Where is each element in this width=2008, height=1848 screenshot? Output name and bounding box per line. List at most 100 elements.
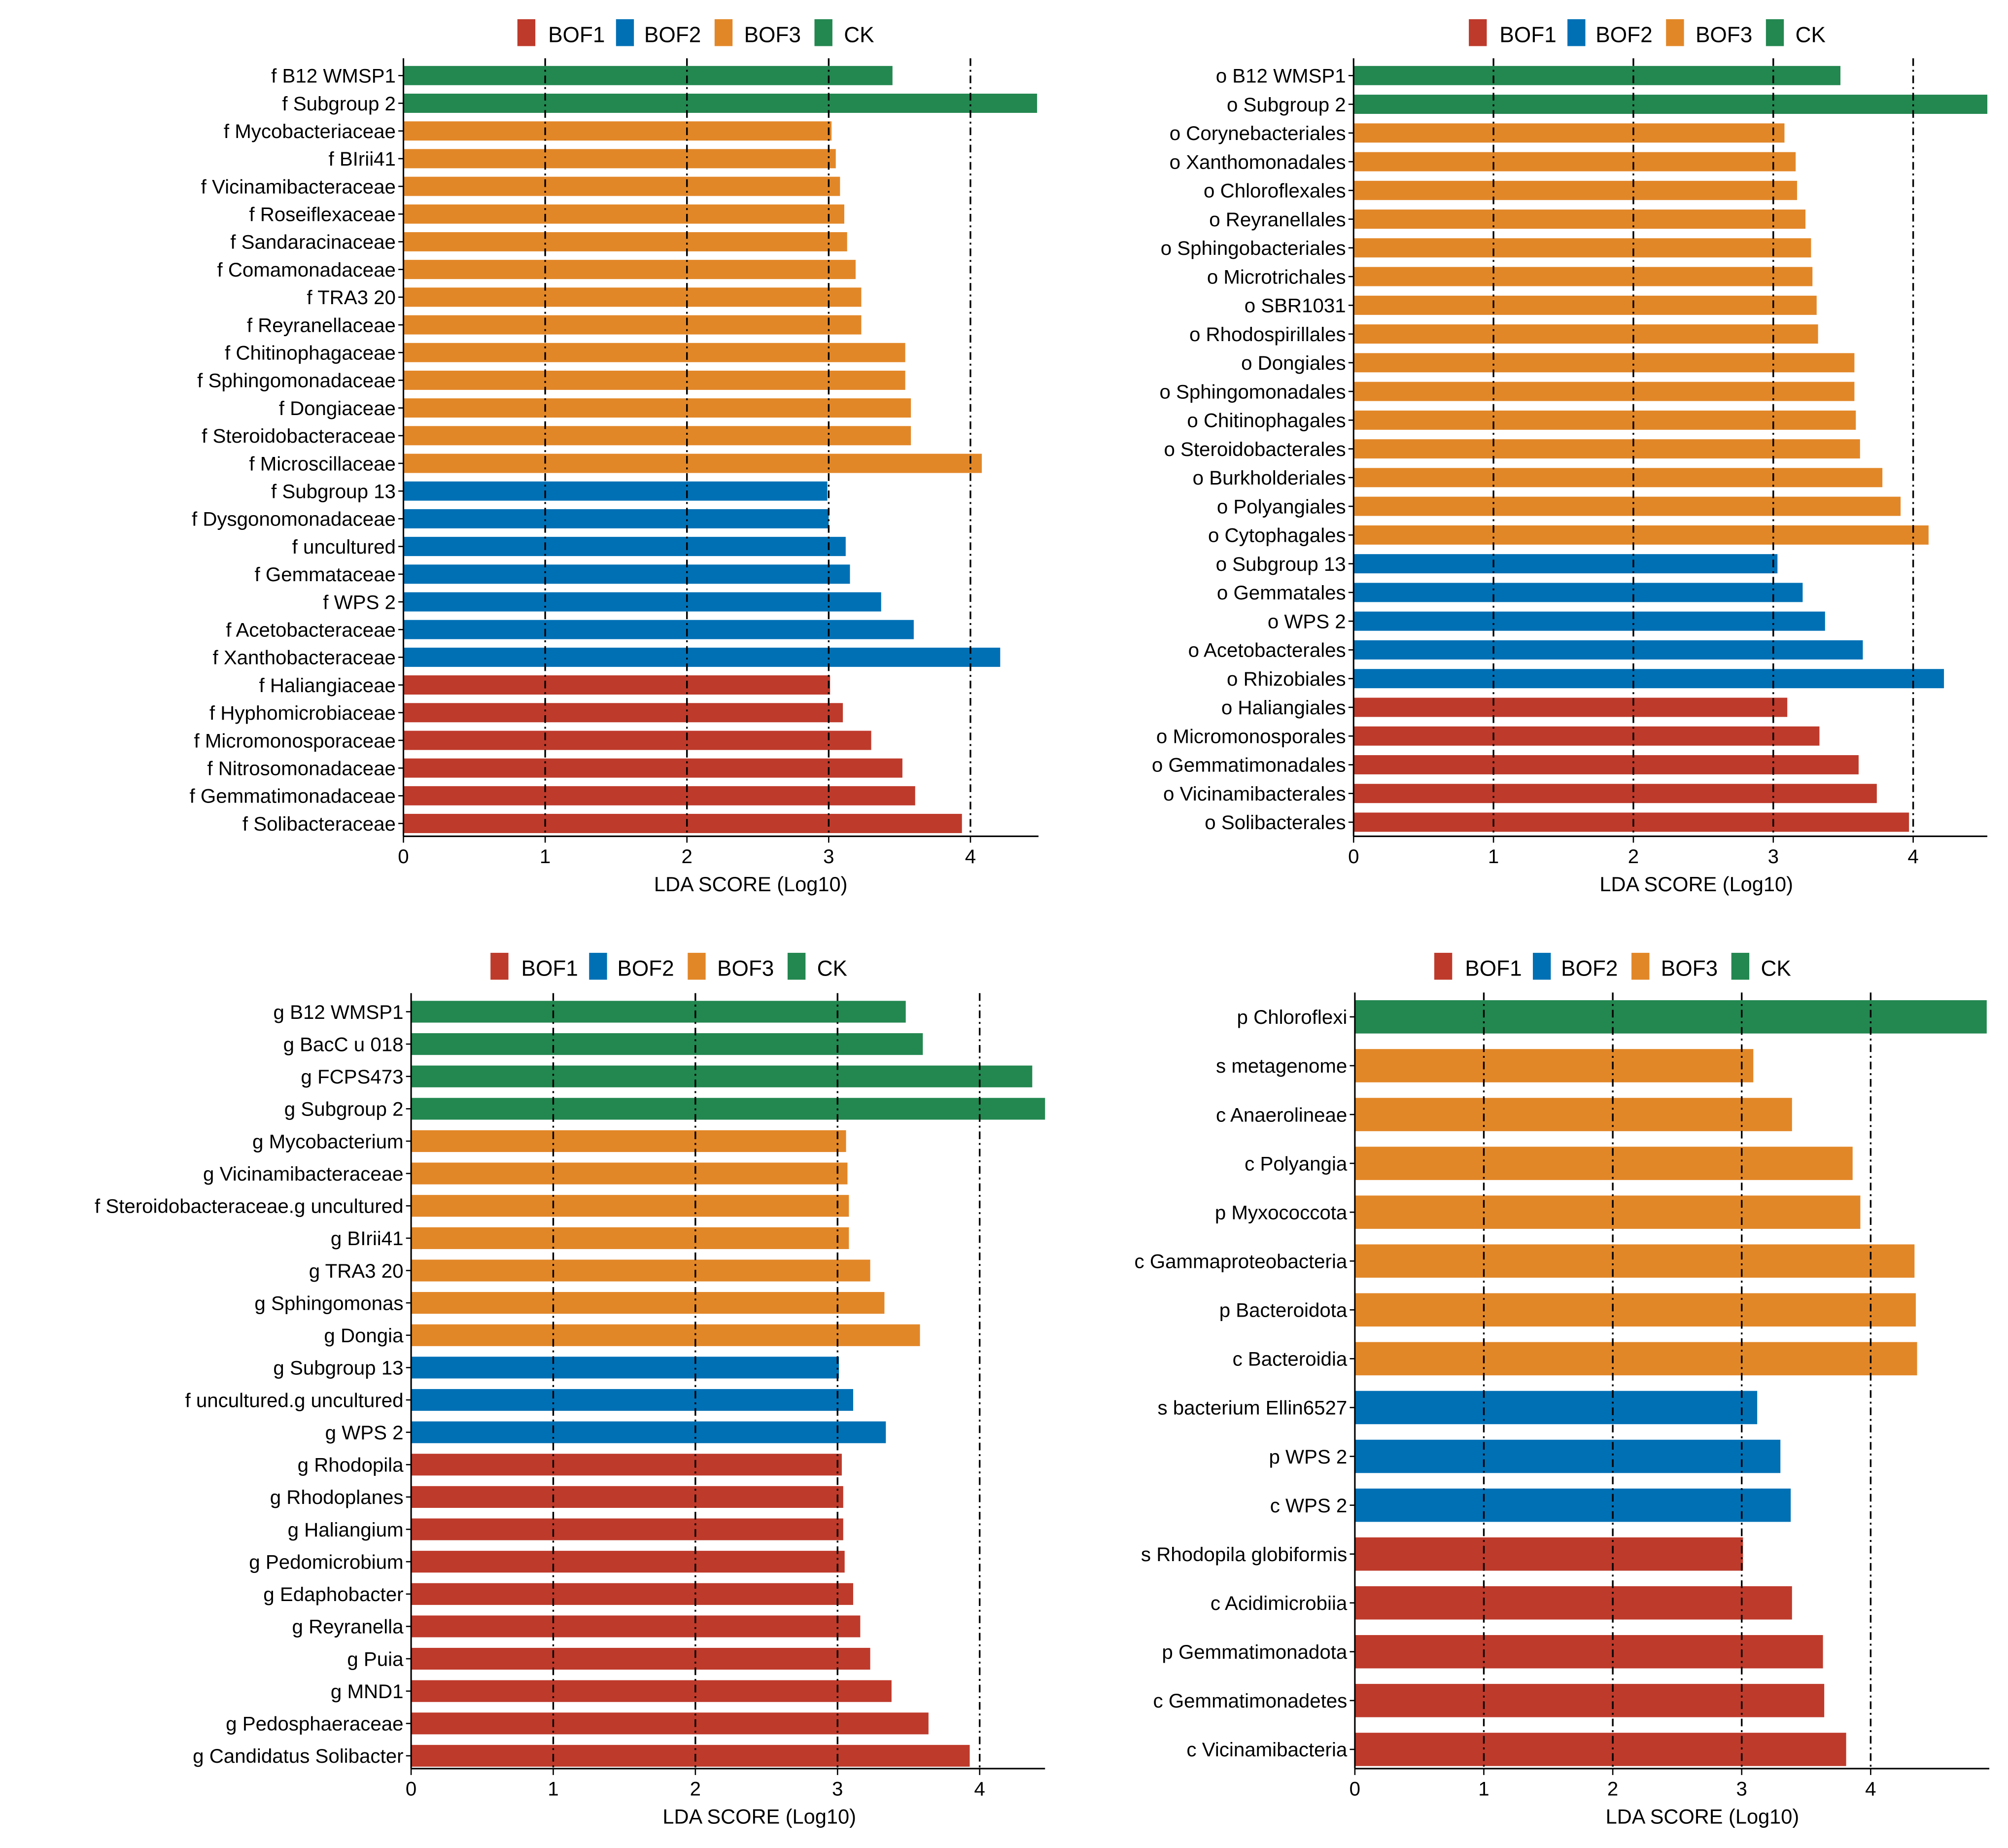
category-label: o Gemmatales — [1217, 582, 1346, 604]
category-label: o Xanthomonadales — [1170, 151, 1346, 173]
legend: BOF1 BOF2 BOF3 CK — [1434, 952, 1791, 981]
category-label: f Hyphomicrobiaceae — [209, 702, 396, 724]
category-label: o Haliangiales — [1221, 697, 1346, 719]
bar — [403, 509, 829, 528]
category-label: g Vicinamibacteraceae — [203, 1163, 403, 1185]
bar — [403, 66, 893, 85]
category-label: f Vicinamibacteraceae — [201, 175, 396, 198]
legend-label-bof3: BOF3 — [717, 957, 774, 981]
bar — [1353, 410, 1856, 430]
bar — [411, 1680, 892, 1702]
bar — [411, 1227, 849, 1249]
bar — [411, 1259, 870, 1282]
bar — [1353, 180, 1798, 200]
category-label: f Steroidobacteraceae — [202, 425, 396, 447]
bar — [411, 1162, 848, 1185]
bar — [1353, 726, 1820, 746]
bar — [411, 1033, 923, 1055]
bar — [1354, 1049, 1754, 1082]
legend: BOF1 BOF2 BOF3 CK — [490, 952, 847, 981]
bar — [403, 814, 962, 834]
bar — [1354, 1342, 1917, 1376]
category-label: s Rhodopila globiformis — [1141, 1543, 1347, 1566]
bar — [1354, 1000, 1987, 1034]
x-tick-label: 3 — [1736, 1778, 1747, 1800]
category-label: g FCPS473 — [301, 1066, 403, 1088]
bar — [403, 398, 911, 418]
bar — [411, 1518, 843, 1540]
bar — [1353, 583, 1803, 602]
category-label: f Solibacteraceae — [242, 813, 396, 835]
bar — [411, 1615, 861, 1638]
bar — [1353, 611, 1825, 631]
bar — [411, 1744, 970, 1767]
category-label: o Sphingomonadales — [1159, 381, 1346, 403]
bar — [403, 537, 846, 557]
category-label: f Mycobacteriaceae — [224, 120, 396, 142]
category-label: s metagenome — [1216, 1055, 1347, 1077]
legend-swatch-bof2 — [1567, 19, 1586, 46]
category-label: f Reyranellaceae — [247, 314, 396, 336]
category-label: g Haliangium — [288, 1519, 404, 1541]
bar — [1353, 66, 1841, 85]
bar — [1353, 784, 1877, 803]
category-label: g Rhodoplanes — [270, 1486, 404, 1508]
category-label: f Subgroup 13 — [271, 481, 396, 503]
x-tick-label: 4 — [1865, 1778, 1876, 1800]
x-tick-label: 3 — [823, 845, 834, 868]
x-tick-label: 4 — [1907, 845, 1918, 868]
bar — [411, 1065, 1033, 1087]
legend-swatch-ck — [1766, 19, 1784, 46]
bar — [403, 93, 1038, 113]
legend-swatch-bof3 — [1666, 19, 1684, 46]
bar — [1353, 439, 1860, 459]
legend-swatch-bof1 — [1434, 952, 1453, 980]
category-label: f WPS 2 — [323, 591, 396, 613]
bar — [1354, 1733, 1846, 1766]
category-label: f Chitinophagaceae — [225, 342, 396, 364]
category-label: o WPS 2 — [1268, 610, 1346, 632]
category-label: p Chloroflexi — [1237, 1006, 1348, 1028]
x-tick-label: 2 — [1628, 845, 1639, 868]
bar — [1353, 324, 1818, 344]
x-tick-label: 0 — [406, 1778, 416, 1800]
bar — [1354, 1684, 1825, 1717]
category-label: c WPS 2 — [1270, 1495, 1348, 1517]
category-label: f Acetobacteraceae — [226, 619, 396, 641]
category-label: o Solibacterales — [1205, 811, 1346, 834]
category-label: g WPS 2 — [325, 1422, 404, 1444]
category-label: f Sphingomonadaceae — [197, 370, 396, 392]
category-label: g Pedosphaeraceae — [226, 1713, 403, 1735]
category-label: g Dongia — [324, 1325, 404, 1347]
x-axis-title: LDA SCORE (Log10) — [662, 1805, 856, 1828]
category-label: f Gemmataceae — [255, 563, 396, 586]
bar — [403, 647, 1001, 667]
bar — [403, 343, 905, 362]
legend-label-ck: CK — [1796, 23, 1826, 47]
bar — [403, 453, 982, 473]
bar — [1353, 496, 1901, 516]
x-axis-title: LDA SCORE (Log10) — [1606, 1805, 1800, 1828]
category-label: o Rhodospirillales — [1189, 323, 1346, 346]
category-label: c Polyangia — [1245, 1152, 1348, 1175]
bar — [1354, 1586, 1792, 1620]
bar — [403, 204, 844, 224]
legend-swatch-bof1 — [517, 19, 536, 46]
bar — [411, 1712, 929, 1735]
x-tick-label: 0 — [1348, 845, 1359, 868]
bar — [411, 1001, 906, 1023]
legend-swatch-bof1 — [490, 952, 509, 980]
category-label: g Mycobacterium — [252, 1130, 403, 1152]
category-label: g Edaphobacter — [263, 1583, 403, 1605]
bar — [1353, 640, 1863, 660]
legend-label-ck: CK — [844, 23, 874, 47]
x-axis-title: LDA SCORE (Log10) — [654, 872, 848, 896]
bar — [411, 1583, 853, 1605]
legend-label-bof1: BOF1 — [1499, 23, 1556, 47]
bar — [1353, 669, 1944, 689]
category-label: f Sandaracinaceae — [230, 231, 396, 253]
category-label: o Subgroup 2 — [1227, 94, 1346, 116]
chart-panel-1: BOF1 BOF2 BOF3 CK f B12 WMSP1 f Subgroup 2 f M… — [190, 19, 1039, 896]
legend-label-bof1: BOF1 — [548, 23, 605, 47]
legend-swatch-ck — [814, 19, 832, 46]
